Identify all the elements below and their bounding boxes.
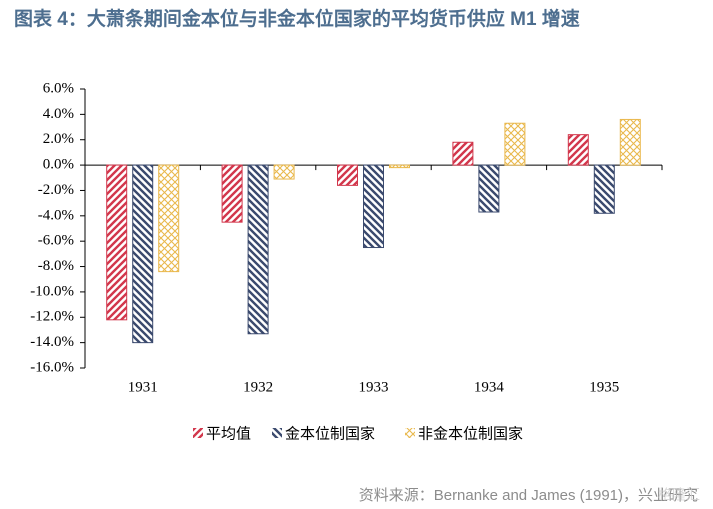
legend-swatch xyxy=(405,428,415,438)
chart-title: 图表 4：大萧条期间金本位与非金本位国家的平均货币供应 M1 增速 xyxy=(14,7,580,30)
y-tick-label: 0.0% xyxy=(43,157,74,173)
y-tick-label: -6.0% xyxy=(38,233,74,249)
y-tick-label: -10.0% xyxy=(30,283,74,299)
bar xyxy=(389,164,410,169)
y-tick-label: 2.0% xyxy=(43,131,74,147)
bar xyxy=(504,122,526,166)
legend-label: 金本位制国家 xyxy=(285,425,375,443)
bar xyxy=(158,164,180,273)
x-tick-label: 1935 xyxy=(589,379,619,395)
y-tick-label: -4.0% xyxy=(38,207,74,223)
x-tick-label: 1931 xyxy=(128,379,158,395)
source-note: 资料来源：Bernanke and James (1991)，兴业研究 xyxy=(359,487,698,504)
legend-swatch xyxy=(272,428,282,438)
bar xyxy=(363,164,384,249)
watermark: 格隆汇 xyxy=(658,487,700,503)
x-tick-label: 1933 xyxy=(359,379,389,395)
bar xyxy=(337,164,358,186)
y-tick-label: 4.0% xyxy=(43,106,74,122)
x-tick-label: 1932 xyxy=(243,379,273,395)
y-tick-label: -14.0% xyxy=(30,334,74,350)
bar xyxy=(478,164,500,213)
legend-swatch xyxy=(193,428,203,438)
y-tick-label: -16.0% xyxy=(30,359,74,375)
y-tick-label: -8.0% xyxy=(38,258,74,274)
y-tick-label: -12.0% xyxy=(30,309,74,325)
bar xyxy=(567,134,589,166)
bar xyxy=(452,141,474,166)
bar xyxy=(247,164,269,335)
y-tick-label: -2.0% xyxy=(38,182,74,198)
x-tick-label: 1934 xyxy=(474,379,505,395)
bar xyxy=(619,118,641,166)
bar xyxy=(593,164,615,214)
legend-label: 平均值 xyxy=(206,425,251,443)
bar xyxy=(106,164,128,321)
legend-label: 非金本位制国家 xyxy=(418,425,523,443)
bar xyxy=(132,164,154,344)
bar xyxy=(221,164,243,223)
y-tick-label: 6.0% xyxy=(43,80,74,96)
bar xyxy=(273,164,295,180)
